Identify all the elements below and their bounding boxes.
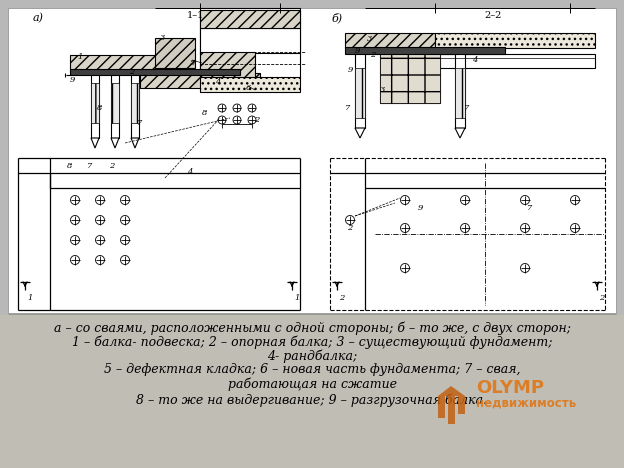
Text: 4: 4 (187, 168, 193, 176)
Text: б): б) (331, 13, 343, 23)
Text: 9: 9 (354, 47, 359, 55)
Text: 2: 2 (370, 51, 376, 59)
Text: а – со сваями, расположенными с одной стороны; б – то же, с двух сторон;: а – со сваями, расположенными с одной ст… (54, 321, 570, 335)
Bar (455, 68, 465, 118)
Text: 2: 2 (599, 294, 605, 302)
Bar (438, 396, 445, 418)
Text: 4: 4 (215, 78, 221, 86)
Bar (355, 53, 365, 128)
Bar (345, 47, 505, 54)
Text: 7: 7 (527, 204, 533, 212)
Polygon shape (355, 128, 365, 138)
Bar (345, 33, 435, 48)
Text: недвижимость: недвижимость (476, 396, 576, 410)
Bar (200, 8, 300, 78)
Text: 5 – дефектная кладка; 6 – новая часть фундамента; 7 – свая,: 5 – дефектная кладка; 6 – новая часть фу… (104, 364, 520, 376)
Bar (458, 396, 465, 414)
Text: 1: 1 (295, 294, 300, 302)
Bar (131, 83, 139, 123)
Bar (8, 8, 616, 313)
Text: а): а) (32, 13, 44, 23)
Text: 1: 1 (27, 294, 32, 302)
Bar (111, 73, 119, 138)
Text: OLYMP: OLYMP (476, 379, 544, 397)
Polygon shape (91, 138, 99, 148)
Bar (435, 54, 595, 68)
Bar (380, 53, 440, 103)
Bar (448, 396, 455, 424)
Text: 7: 7 (87, 162, 93, 170)
Text: 2: 2 (255, 116, 260, 124)
Bar (455, 53, 465, 128)
Text: 8: 8 (202, 109, 208, 117)
Bar (200, 28, 300, 53)
Text: 9: 9 (69, 76, 75, 84)
Bar (380, 53, 440, 103)
Text: 2: 2 (109, 162, 115, 170)
Bar (200, 52, 255, 78)
Text: 2: 2 (339, 294, 344, 302)
Text: 8: 8 (97, 104, 103, 112)
Text: 2–2: 2–2 (484, 12, 502, 21)
Text: 5: 5 (189, 59, 195, 67)
Text: 9: 9 (417, 204, 422, 212)
Bar (140, 73, 260, 88)
Text: 2: 2 (129, 68, 135, 76)
Bar (200, 77, 300, 92)
Polygon shape (111, 138, 119, 148)
Bar (111, 83, 119, 123)
Text: 9: 9 (348, 66, 353, 74)
Bar (435, 33, 595, 48)
Text: 1–1: 1–1 (187, 12, 203, 21)
Text: 8 – то же на выдергивание; 9 – разгрузочная балка.: 8 – то же на выдергивание; 9 – разгрузоч… (137, 393, 487, 407)
Bar (0, 315, 624, 468)
Bar (91, 83, 99, 123)
Text: 1 – балка- подвеска; 2 – опорная балка; 3 – существующий фундамент;: 1 – балка- подвеска; 2 – опорная балка; … (72, 335, 552, 349)
Bar (70, 69, 240, 75)
Text: 8: 8 (67, 162, 72, 170)
Text: 6: 6 (245, 84, 251, 92)
Bar (91, 73, 99, 138)
Text: 3: 3 (380, 86, 386, 94)
Bar (200, 10, 300, 28)
Text: 7: 7 (464, 104, 470, 112)
Text: 1: 1 (77, 53, 83, 61)
Text: 3: 3 (368, 35, 373, 43)
Text: работающая на сжатие: работающая на сжатие (228, 377, 396, 391)
Text: 3: 3 (160, 34, 166, 42)
Text: 4: 4 (472, 56, 478, 64)
Text: 4- рандбалка;: 4- рандбалка; (267, 349, 357, 363)
Bar (70, 55, 180, 70)
Bar (155, 38, 195, 68)
Polygon shape (438, 386, 465, 396)
Text: 7: 7 (345, 104, 351, 112)
Bar (355, 68, 365, 118)
Bar (131, 73, 139, 138)
Polygon shape (455, 128, 465, 138)
Text: 2: 2 (348, 224, 353, 232)
Polygon shape (131, 138, 139, 148)
Text: 7: 7 (137, 119, 143, 127)
